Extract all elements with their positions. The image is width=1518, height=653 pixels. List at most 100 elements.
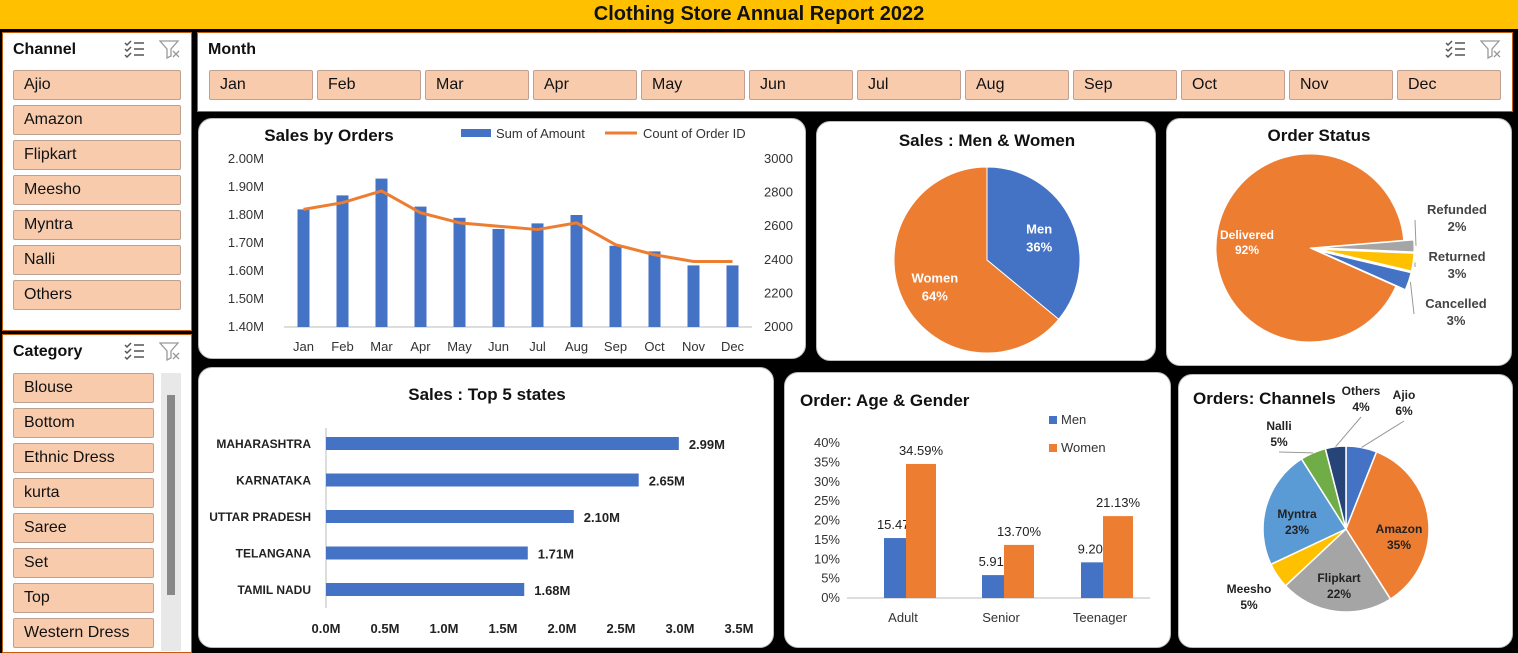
slice-value: 4% xyxy=(1352,400,1370,414)
slice-value: 2% xyxy=(1448,219,1467,234)
x-tick-label: 1.0M xyxy=(430,621,459,636)
category-item-bottom[interactable]: Bottom xyxy=(13,408,154,438)
women-bar xyxy=(906,463,936,598)
category-item-ethnic-dress[interactable]: Ethnic Dress xyxy=(13,443,154,473)
multi-select-icon[interactable] xyxy=(1444,39,1466,59)
category-item-saree[interactable]: Saree xyxy=(13,513,154,543)
month-item-sep[interactable]: Sep xyxy=(1073,70,1177,100)
amount-bar xyxy=(297,209,310,327)
channel-item-others[interactable]: Others xyxy=(13,280,181,310)
slice-men xyxy=(986,166,1081,320)
slice-label: Returned xyxy=(1428,249,1485,264)
state-label: UTTAR PRADESH xyxy=(209,510,311,524)
slice-flipkart xyxy=(1284,527,1392,613)
slice-value: 6% xyxy=(1395,404,1413,418)
slice-label: Cancelled xyxy=(1425,296,1486,311)
month-item-feb[interactable]: Feb xyxy=(317,70,421,100)
women-bar xyxy=(1103,516,1133,598)
multi-select-icon[interactable] xyxy=(123,341,145,361)
slice-myntra xyxy=(1262,457,1348,566)
age-gender-chart: Order: Age & Gender Men Women 0% 5% 10% 15% 20%… xyxy=(800,391,1150,625)
amount-bar xyxy=(531,223,544,327)
channel-item-flipkart[interactable]: Flipkart xyxy=(13,140,181,170)
category-item-kurta[interactable]: kurta xyxy=(13,478,154,508)
category-item-western-dress[interactable]: Western Dress xyxy=(13,618,154,648)
channel-item-nalli[interactable]: Nalli xyxy=(13,245,181,275)
x-tick-label: Feb xyxy=(331,339,353,354)
slice-women xyxy=(893,166,1060,354)
x-tick-label: Adult xyxy=(888,610,918,625)
category-scrollbar-thumb[interactable] xyxy=(167,395,175,595)
x-tick-label: Apr xyxy=(410,339,431,354)
amount-bar xyxy=(648,251,661,327)
leader-line xyxy=(1414,219,1417,246)
category-item-blouse[interactable]: Blouse xyxy=(13,373,154,403)
category-item-set[interactable]: Set xyxy=(13,548,154,578)
month-item-mar[interactable]: Mar xyxy=(425,70,529,100)
leader-line xyxy=(1409,281,1415,315)
state-label: TELANGANA xyxy=(236,547,312,561)
multi-select-icon[interactable] xyxy=(123,39,145,59)
slice-cancelled xyxy=(1319,250,1412,291)
leader-line xyxy=(1335,416,1362,447)
amount-bar xyxy=(726,265,739,327)
slice-label: Meesho xyxy=(1227,582,1272,596)
slice-label: Flipkart xyxy=(1317,571,1360,585)
clear-filter-icon[interactable] xyxy=(1480,39,1502,59)
slice-refunded xyxy=(1319,239,1415,253)
month-item-nov[interactable]: Nov xyxy=(1289,70,1393,100)
channel-item-myntra[interactable]: Myntra xyxy=(13,210,181,240)
clear-filter-icon[interactable] xyxy=(159,39,181,59)
channel-item-meesho[interactable]: Meesho xyxy=(13,175,181,205)
sales-by-orders-chart: Sales by Orders Sum of Amount Count of Ord… xyxy=(228,126,793,354)
age-gender-panel: Order: Age & Gender Men Women 0% 5% 10% 15% 20%… xyxy=(784,372,1171,648)
slice-label: Myntra xyxy=(1277,507,1317,521)
legend-label-women: Women xyxy=(1061,440,1106,455)
x-tick-label: Oct xyxy=(644,339,665,354)
sales-men-women-panel: Sales : Men & Women Men 36% Women 64% xyxy=(816,121,1156,361)
bar-data-label: 21.13% xyxy=(1096,495,1141,510)
state-label: KARNATAKA xyxy=(236,474,311,488)
x-tick-label: 0.0M xyxy=(312,621,341,636)
channel-item-ajio[interactable]: Ajio xyxy=(13,70,181,100)
slice-value: 35% xyxy=(1387,538,1411,552)
slice-value: 3% xyxy=(1448,266,1467,281)
category-item-top[interactable]: Top xyxy=(13,583,154,613)
y-left-tick: 1.80M xyxy=(228,207,264,222)
month-item-jun[interactable]: Jun xyxy=(749,70,853,100)
slice-label: Men xyxy=(1026,221,1052,236)
state-bar xyxy=(326,583,525,596)
month-item-dec[interactable]: Dec xyxy=(1397,70,1501,100)
state-value: 2.99M xyxy=(689,437,725,452)
sales-men-women-chart: Sales : Men & Women Men 36% Women 64% xyxy=(893,131,1081,354)
state-bar xyxy=(326,510,574,523)
x-tick-label: 3.5M xyxy=(725,621,754,636)
month-item-jul[interactable]: Jul xyxy=(857,70,961,100)
month-item-apr[interactable]: Apr xyxy=(533,70,637,100)
clear-filter-icon[interactable] xyxy=(159,341,181,361)
month-item-oct[interactable]: Oct xyxy=(1181,70,1285,100)
top-states-chart: Sales : Top 5 states MAHARASHTRA 2.99M KARN… xyxy=(209,385,754,636)
state-label: MAHARASHTRA xyxy=(216,437,311,451)
y-right-tick: 2400 xyxy=(764,252,793,267)
slice-label: Amazon xyxy=(1376,522,1423,536)
y-right-tick: 2000 xyxy=(764,319,793,334)
slice-label: Women xyxy=(911,271,958,286)
y-tick-label: 20% xyxy=(814,513,840,528)
channel-item-amazon[interactable]: Amazon xyxy=(13,105,181,135)
category-scrollbar[interactable] xyxy=(161,373,181,651)
slice-value: 36% xyxy=(1026,239,1052,254)
chart-title: Order: Age & Gender xyxy=(800,391,970,410)
month-item-aug[interactable]: Aug xyxy=(965,70,1069,100)
state-bar xyxy=(326,437,679,450)
month-item-may[interactable]: May xyxy=(641,70,745,100)
amount-bar xyxy=(375,178,388,327)
x-tick-label: Jan xyxy=(293,339,314,354)
sales-by-orders-panel: Sales by Orders Sum of Amount Count of Ord… xyxy=(198,118,806,359)
x-tick-label: May xyxy=(447,339,472,354)
slice-value: 22% xyxy=(1327,587,1351,601)
channel-slicer: Channel Ajio Amazon Flipkart Meesho Myntra Na… xyxy=(2,32,192,331)
month-item-jan[interactable]: Jan xyxy=(209,70,313,100)
y-right-tick: 2600 xyxy=(764,218,793,233)
